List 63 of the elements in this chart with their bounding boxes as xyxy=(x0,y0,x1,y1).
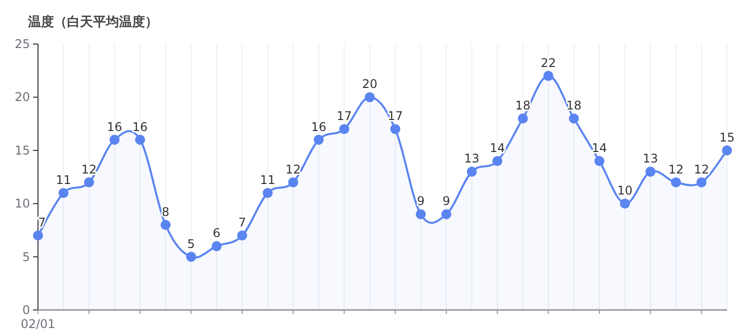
data-label: 12 xyxy=(668,162,684,176)
y-tick-label: 5 xyxy=(22,250,30,264)
data-label: 7 xyxy=(238,216,246,230)
y-tick-label: 20 xyxy=(14,90,30,104)
point xyxy=(186,252,196,262)
data-label: 12 xyxy=(286,162,301,176)
data-label: 16 xyxy=(132,120,148,134)
point xyxy=(645,166,656,177)
data-label: 6 xyxy=(212,226,220,240)
y-axis-title: 温度（白天平均温度） xyxy=(27,14,158,30)
point xyxy=(416,209,426,220)
point xyxy=(670,177,681,188)
point xyxy=(288,177,298,188)
point xyxy=(543,70,554,81)
point xyxy=(518,113,528,124)
point xyxy=(364,92,375,102)
point xyxy=(84,177,94,188)
data-label: 9 xyxy=(416,194,425,208)
data-label: 16 xyxy=(106,120,122,134)
x-tick-label: 02/01 xyxy=(20,317,56,331)
point xyxy=(620,198,630,209)
point xyxy=(262,188,273,198)
y-tick-label: 10 xyxy=(14,196,30,211)
data-label: 12 xyxy=(694,162,710,176)
point xyxy=(722,145,732,156)
data-label: 12 xyxy=(81,162,97,176)
point xyxy=(33,230,43,241)
y-tick-label: 15 xyxy=(14,143,30,158)
point xyxy=(390,124,400,134)
data-label: 22 xyxy=(540,56,556,70)
data-label: 7 xyxy=(38,216,46,230)
data-label: 14 xyxy=(490,141,505,156)
point xyxy=(135,134,146,145)
y-tick-label: 25 xyxy=(14,37,30,51)
data-label: 9 xyxy=(442,194,450,208)
data-label: 5 xyxy=(187,236,195,251)
point xyxy=(237,230,248,241)
point xyxy=(696,177,706,188)
point xyxy=(160,220,171,230)
point xyxy=(441,209,452,220)
point xyxy=(466,166,477,177)
point xyxy=(594,156,604,166)
data-label: 17 xyxy=(388,109,403,124)
y-tick-label: 0 xyxy=(22,303,30,317)
point xyxy=(568,113,579,124)
data-label: 17 xyxy=(336,109,352,124)
data-label: 11 xyxy=(56,172,72,187)
data-label: 13 xyxy=(642,152,658,166)
data-label: 14 xyxy=(592,141,608,156)
point xyxy=(212,241,222,252)
point xyxy=(492,156,502,166)
data-label: 8 xyxy=(162,204,170,219)
data-label: 11 xyxy=(260,172,276,187)
point xyxy=(110,134,120,145)
data-label: 16 xyxy=(311,120,326,134)
data-label: 10 xyxy=(617,184,633,198)
point xyxy=(314,134,324,145)
data-label: 18 xyxy=(566,98,582,112)
data-label: 20 xyxy=(362,77,378,92)
point xyxy=(58,188,69,198)
data-label: 15 xyxy=(719,130,735,144)
data-label: 13 xyxy=(464,152,480,166)
point xyxy=(339,124,350,134)
